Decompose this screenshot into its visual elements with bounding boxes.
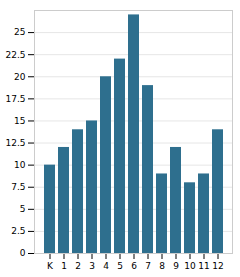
- svg-text:0: 0: [20, 248, 26, 258]
- svg-text:7.5: 7.5: [11, 182, 25, 192]
- svg-text:3: 3: [89, 261, 95, 271]
- svg-text:7: 7: [145, 261, 151, 271]
- svg-text:8: 8: [159, 261, 165, 271]
- svg-text:6: 6: [131, 261, 137, 271]
- svg-text:2.5: 2.5: [11, 226, 25, 236]
- svg-text:10: 10: [184, 261, 196, 271]
- svg-text:17.5: 17.5: [5, 94, 25, 104]
- svg-text:12: 12: [212, 261, 223, 271]
- svg-text:11: 11: [198, 261, 209, 271]
- svg-text:12.5: 12.5: [5, 138, 25, 148]
- svg-text:15: 15: [14, 116, 25, 126]
- svg-text:22.5: 22.5: [5, 50, 25, 60]
- svg-text:1: 1: [61, 261, 67, 271]
- svg-text:20: 20: [14, 72, 26, 82]
- svg-text:9: 9: [173, 261, 179, 271]
- svg-text:25: 25: [14, 27, 25, 37]
- svg-text:5: 5: [117, 261, 123, 271]
- svg-text:4: 4: [103, 261, 109, 271]
- svg-text:10: 10: [14, 160, 26, 170]
- svg-text:2: 2: [75, 261, 81, 271]
- svg-text:K: K: [47, 261, 54, 271]
- svg-text:5: 5: [20, 204, 26, 214]
